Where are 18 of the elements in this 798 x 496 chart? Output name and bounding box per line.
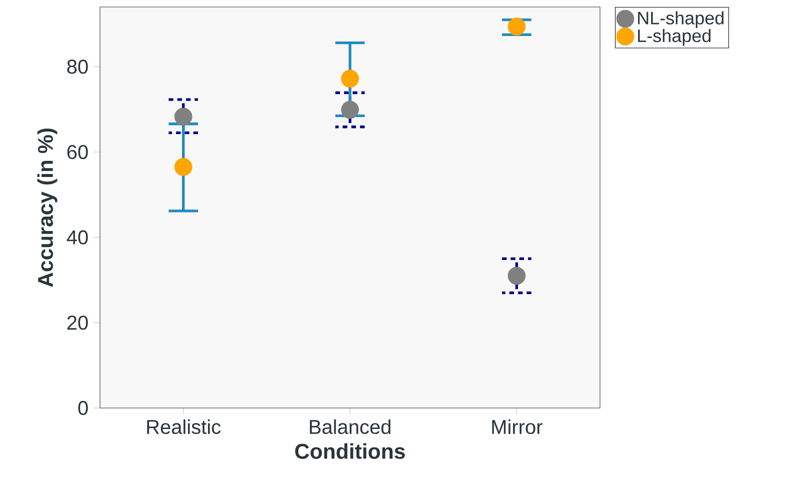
point <box>174 108 192 126</box>
x-axis-title: Conditions <box>295 443 405 459</box>
y-tick-label: 20 <box>67 316 88 330</box>
y-tick-label: 0 <box>78 400 88 416</box>
legend-label: NL-shaped <box>638 11 724 28</box>
y-axis-title: Accuracy (in %) <box>37 128 58 287</box>
point <box>341 100 359 119</box>
legend-label: L-shaped <box>638 28 710 46</box>
point <box>174 158 192 176</box>
point <box>341 70 359 88</box>
x-tick-label: Realistic <box>147 419 221 434</box>
point <box>508 18 526 36</box>
x-tick-label: Balanced <box>310 419 390 434</box>
point <box>508 266 526 285</box>
x-tick-label: Mirror <box>492 419 542 434</box>
y-tick-label: 40 <box>66 230 88 244</box>
y-tick-label: 80 <box>67 60 88 74</box>
y-tick-label: 60 <box>67 144 88 160</box>
